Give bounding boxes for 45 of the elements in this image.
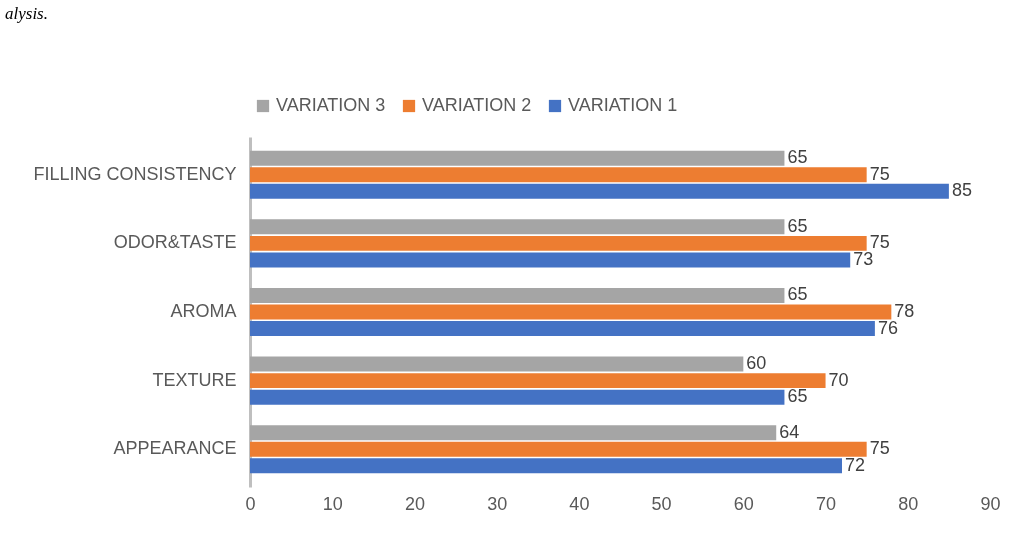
bar [250,183,949,199]
data-label: 72 [845,454,866,475]
y-tick-label: AROMA [170,301,237,321]
bar [250,441,867,457]
data-label: 85 [951,180,972,201]
x-tick-label: 50 [651,493,672,514]
y-tick-label: APPEARANCE [113,438,237,459]
data-label: 60 [746,353,767,374]
x-tick-label: 40 [569,493,590,514]
bar [250,287,785,303]
data-label: 70 [828,369,849,390]
bar [250,167,867,183]
bar [250,219,785,235]
bar [250,425,777,441]
bar [250,235,867,251]
data-label: 64 [779,421,800,442]
text: alysis. [5,4,48,23]
bar [250,304,892,320]
legend-label: VARIATION 2 [422,95,532,115]
x-tick-label: 90 [980,493,1001,514]
legend-label: VARIATION 1 [568,95,678,115]
x-tick-label: 10 [322,493,343,514]
x-tick-label: 0 [245,493,256,514]
y-tick-label: FILLING CONSISTENCY [33,163,237,184]
x-tick-label: 60 [733,493,754,514]
legend-label: VARIATION 3 [276,95,386,115]
bar [250,321,875,337]
data-label: 65 [787,215,808,236]
x-tick-label: 80 [898,493,919,514]
y-tick-label: TEXTURE [152,369,237,390]
data-label: 65 [787,386,808,407]
bar [250,252,851,268]
bar [250,389,785,405]
x-tick-label: 20 [404,493,425,514]
data-label: 75 [869,438,890,459]
x-tick-label: 30 [487,493,508,514]
x-tick-label: 70 [816,493,837,514]
bar [250,373,826,389]
bar [250,458,842,474]
bar [250,356,744,372]
data-label: 65 [787,284,808,305]
y-tick-label: ODOR&TASTE [113,232,237,253]
bar [250,150,785,166]
data-label: 65 [787,147,808,168]
data-label: 75 [869,163,890,184]
